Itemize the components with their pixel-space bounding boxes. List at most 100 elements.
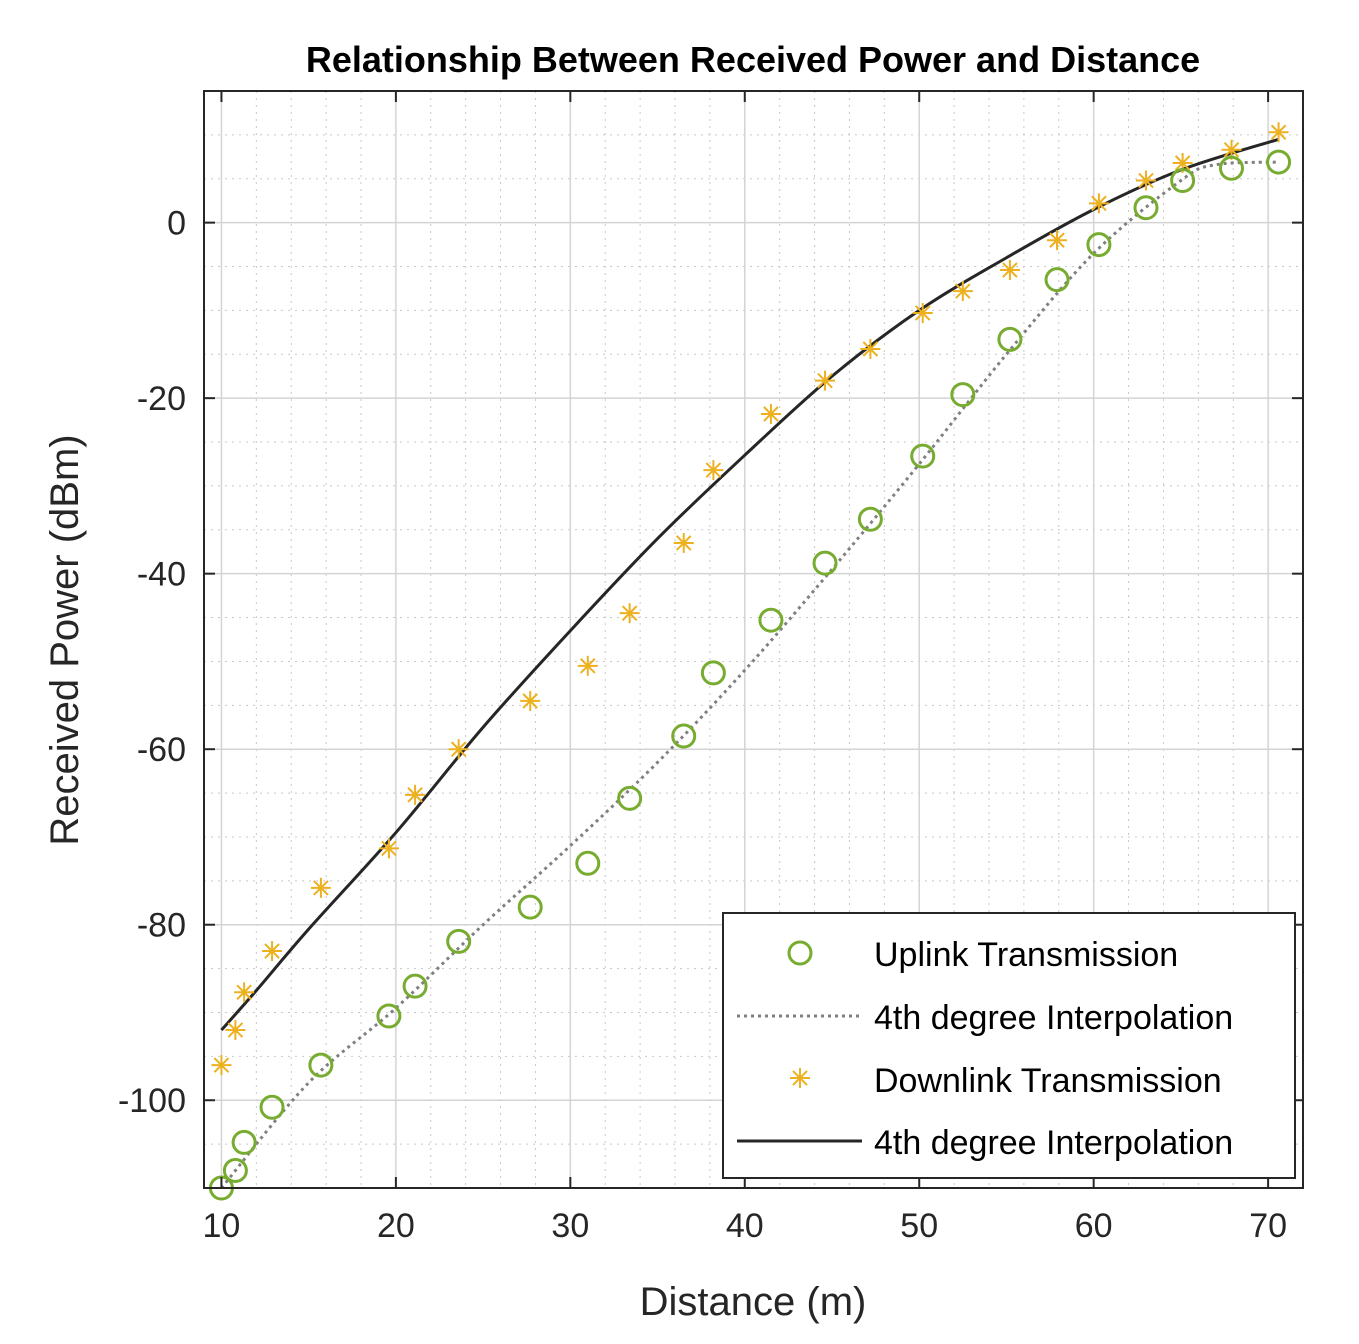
x-tick-label: 60: [1075, 1207, 1113, 1245]
legend-label-downlink-interpolation: 4th degree Interpolation: [874, 1124, 1233, 1162]
downlink-point: [760, 403, 781, 424]
downlink-point: [999, 260, 1020, 281]
chart-title: Relationship Between Received Power and …: [306, 39, 1200, 80]
y-tick-label: -40: [137, 556, 186, 594]
asterisk-stroke: [862, 341, 879, 357]
asterisk-stroke: [1270, 124, 1287, 141]
downlink-interpolation-line: [220, 137, 1280, 1032]
legend-entry-uplink: Uplink Transmission: [787, 936, 1178, 974]
asterisk-stroke: [763, 406, 779, 422]
downlink-point: [619, 603, 640, 624]
uplink-point: [700, 660, 726, 686]
asterisk-stroke: [955, 283, 971, 299]
uplink-point: [446, 928, 472, 954]
asterisk-stroke: [914, 305, 931, 321]
legend-label-uplink-interpolation: 4th degree Interpolation: [874, 999, 1233, 1037]
uplink-point: [376, 1003, 402, 1029]
downlink-point: [1136, 170, 1156, 191]
y-tick-label: -100: [118, 1082, 186, 1120]
downlink-points: [211, 122, 1289, 1076]
uplink-point: [259, 1094, 285, 1120]
uplink-point: [997, 326, 1023, 352]
asterisk-stroke: [1223, 142, 1240, 158]
asterisk-stroke: [313, 880, 329, 896]
downlink-point: [860, 339, 881, 360]
asterisk-stroke: [1002, 262, 1018, 278]
asterisk-stroke: [579, 658, 596, 674]
uplink-point: [575, 850, 601, 876]
x-axis-label: Distance (m): [640, 1280, 867, 1324]
x-tick-label: 40: [726, 1207, 764, 1245]
uplink-point: [402, 973, 428, 999]
y-tick-label: 0: [167, 205, 186, 243]
asterisk-stroke: [705, 462, 722, 478]
uplink-point: [517, 894, 543, 920]
asterisk-stroke: [522, 693, 538, 709]
asterisk-stroke: [1174, 155, 1191, 171]
uplink-point: [222, 1157, 248, 1183]
downlink-point: [378, 838, 399, 859]
downlink-point: [673, 532, 694, 553]
x-tick-label: 10: [203, 1207, 241, 1245]
downlink-point: [815, 370, 836, 391]
downlink-point: [1268, 122, 1289, 143]
legend-label-uplink: Uplink Transmission: [874, 936, 1178, 974]
series-layer: [208, 122, 1292, 1201]
x-tick-label: 20: [377, 1207, 415, 1245]
legend-circle-marker-icon: [787, 940, 813, 966]
legend-entry-uplink-interpolation: 4th degree Interpolation: [737, 999, 1233, 1037]
uplink-point: [1266, 149, 1292, 175]
uplink-point: [671, 723, 697, 749]
uplink-point: [1133, 195, 1159, 221]
uplink-point: [950, 382, 976, 408]
downlink-point: [912, 303, 933, 324]
uplink-point: [1086, 232, 1112, 258]
asterisk-stroke: [407, 787, 423, 803]
asterisk-stroke: [1138, 172, 1154, 189]
uplink-point: [857, 506, 883, 532]
uplink-point: [758, 607, 784, 633]
x-tick-label: 30: [551, 1207, 589, 1245]
downlink-point: [405, 784, 426, 805]
asterisk-stroke: [675, 535, 692, 551]
x-tick-label: 70: [1249, 1207, 1287, 1245]
legend-asterisk-glyph: [790, 1068, 810, 1088]
tick-labels: 10 20 30 40 50 60 70 0 -20 -40 -60 -80 -100: [118, 205, 1287, 1245]
legend-entry-downlink-interpolation: 4th degree Interpolation: [737, 1124, 1233, 1162]
uplink-point: [812, 550, 838, 576]
asterisk-stroke: [381, 840, 397, 857]
downlink-point: [520, 690, 541, 711]
downlink-point: [1088, 193, 1109, 214]
legend-label-downlink: Downlink Transmission: [874, 1062, 1222, 1100]
downlink-point: [211, 1055, 232, 1076]
y-axis-label: Received Power (dBm): [43, 434, 87, 845]
asterisk-stroke: [213, 1057, 230, 1073]
plot-frame: [203, 90, 1304, 1189]
asterisk-stroke: [621, 605, 638, 621]
downlink-point: [234, 982, 255, 1003]
uplink-points: [208, 149, 1292, 1201]
downlink-point: [310, 877, 331, 898]
downlink-point: [262, 941, 283, 962]
uplink-point: [308, 1052, 334, 1078]
asterisk-stroke: [227, 1022, 244, 1038]
legend: Uplink Transmission 4th degree Interpola…: [722, 912, 1296, 1179]
legend-box: [722, 912, 1296, 1179]
downlink-point: [448, 739, 469, 760]
downlink-point: [703, 460, 724, 481]
x-tick-label: 50: [900, 1207, 938, 1245]
asterisk-stroke: [450, 741, 467, 757]
legend-entry-downlink: Downlink Transmission: [790, 1062, 1222, 1100]
downlink-point: [577, 655, 598, 676]
asterisk-stroke: [264, 943, 280, 959]
asterisk-stroke: [792, 1070, 808, 1086]
uplink-point: [231, 1129, 257, 1155]
downlink-point: [1047, 230, 1068, 251]
asterisk-stroke: [236, 984, 252, 1001]
uplink-point: [910, 443, 936, 469]
downlink-point: [225, 1020, 246, 1041]
uplink-point: [617, 785, 643, 811]
y-tick-label: -20: [137, 380, 186, 418]
asterisk-stroke: [817, 372, 833, 389]
